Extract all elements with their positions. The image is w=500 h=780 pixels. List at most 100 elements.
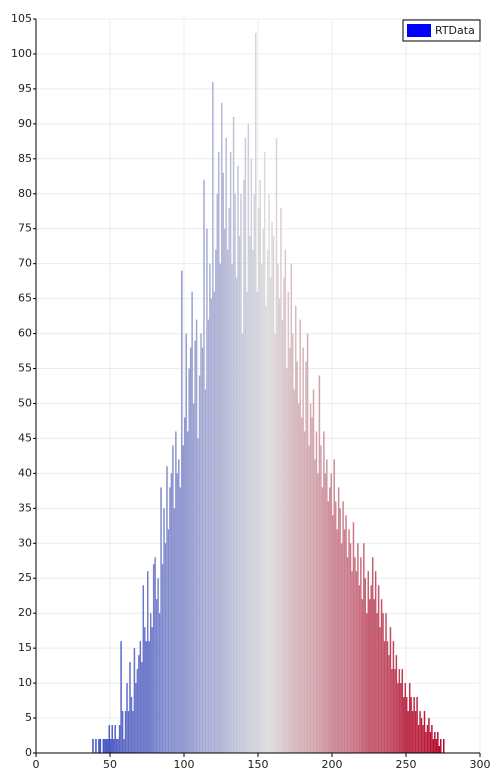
bar <box>95 739 97 753</box>
bar <box>172 445 174 753</box>
bar <box>246 291 248 753</box>
bar <box>231 263 233 753</box>
bar <box>135 683 137 753</box>
bar <box>170 473 173 753</box>
legend-swatch <box>407 24 431 37</box>
bar <box>302 347 304 753</box>
bar <box>123 739 125 753</box>
bar <box>240 193 242 753</box>
bar <box>403 697 405 753</box>
legend: RTData <box>402 19 481 42</box>
bar <box>216 193 219 753</box>
bar <box>277 263 279 753</box>
bar <box>148 641 150 753</box>
bar <box>437 732 439 753</box>
y-tick-label: 75 <box>18 222 32 235</box>
bar <box>425 732 427 753</box>
bar <box>404 683 406 753</box>
bar <box>253 193 256 753</box>
bar <box>395 655 398 753</box>
bar <box>339 508 341 753</box>
bar <box>238 235 241 753</box>
bar <box>260 263 263 753</box>
bar <box>346 557 349 753</box>
bar <box>327 501 330 753</box>
bar <box>400 683 402 753</box>
bar <box>175 431 177 753</box>
bar <box>278 298 281 753</box>
bar <box>189 347 192 753</box>
legend-label: RTData <box>435 24 475 37</box>
y-tick-label: 100 <box>11 47 32 60</box>
bar <box>191 291 193 753</box>
y-tick-label: 40 <box>18 466 32 479</box>
bar <box>258 207 260 753</box>
bar <box>352 522 355 753</box>
bar <box>431 725 433 753</box>
bar <box>323 431 325 753</box>
bar <box>207 319 210 753</box>
bar <box>369 599 371 753</box>
bar <box>144 627 146 753</box>
bar <box>397 683 399 753</box>
y-tick-label: 55 <box>18 362 32 375</box>
bar <box>111 725 113 753</box>
bar <box>99 739 102 753</box>
y-tick-label: 95 <box>18 82 32 95</box>
y-tick-label: 65 <box>18 292 32 305</box>
bar <box>151 627 153 753</box>
bar <box>206 228 208 753</box>
bar <box>141 662 143 753</box>
bar <box>337 487 340 753</box>
y-tick-label: 25 <box>18 571 32 584</box>
bar <box>229 151 232 754</box>
bar <box>152 564 155 753</box>
bar <box>355 571 358 753</box>
bar <box>308 445 310 753</box>
bar <box>383 641 386 753</box>
bar <box>92 739 94 753</box>
y-tick-label: 85 <box>18 152 32 165</box>
bar <box>203 179 205 753</box>
bar <box>112 739 115 753</box>
bar <box>300 417 303 753</box>
bar <box>173 508 176 753</box>
bar <box>423 711 426 753</box>
bar <box>130 697 133 753</box>
bar <box>107 739 109 753</box>
bar <box>434 732 436 753</box>
y-tick-label: 80 <box>18 187 32 200</box>
bar <box>385 613 387 753</box>
bar <box>212 81 214 753</box>
bar <box>297 403 300 753</box>
bar <box>210 298 213 753</box>
bar <box>414 711 417 753</box>
bar <box>213 291 216 753</box>
bar <box>351 571 353 753</box>
bar <box>303 431 306 753</box>
bar <box>280 207 282 753</box>
bar <box>117 739 119 753</box>
bar <box>342 501 344 753</box>
bar <box>215 249 217 753</box>
bar <box>391 669 393 753</box>
bar <box>357 543 359 753</box>
bar <box>293 389 295 753</box>
bar <box>102 739 105 753</box>
bar <box>226 249 229 753</box>
bar <box>235 277 238 753</box>
bar <box>201 347 204 753</box>
bar <box>222 172 224 754</box>
bar <box>158 613 161 753</box>
bar <box>234 193 236 753</box>
bar <box>329 487 331 753</box>
y-tick-label: 15 <box>18 641 32 654</box>
bar <box>411 711 414 753</box>
bar <box>275 137 278 754</box>
bar <box>184 417 186 753</box>
bar <box>265 305 267 753</box>
plot-area: 0 5 10 15 20 25 30 35 40 45 50 55 60 65 70 75 80 85 90 95 10… <box>11 12 491 771</box>
bar <box>417 725 420 753</box>
bar <box>435 739 438 753</box>
bar <box>296 361 298 753</box>
